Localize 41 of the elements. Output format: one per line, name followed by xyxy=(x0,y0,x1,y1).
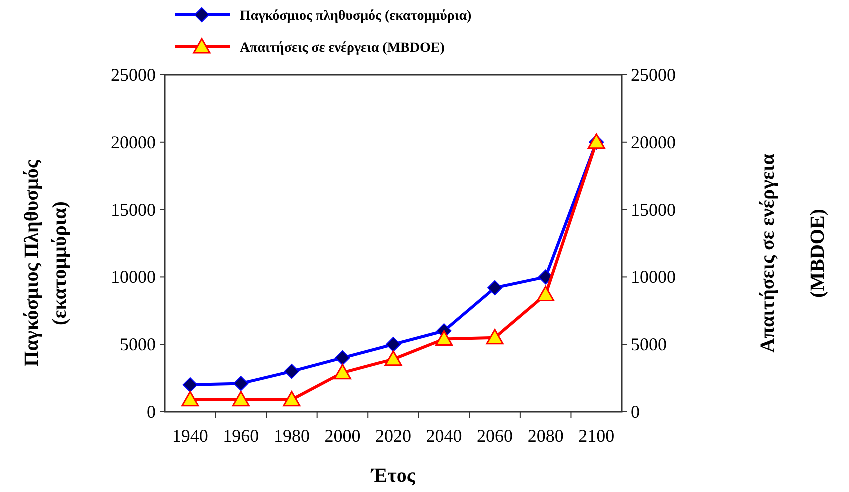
y-tick-label: 5000 xyxy=(120,334,156,355)
y2-tick-label: 0 xyxy=(631,402,640,422)
point xyxy=(283,391,301,407)
x-axis-title: Έτος xyxy=(370,465,416,487)
point xyxy=(335,350,350,366)
y2-tick-label: 15000 xyxy=(631,200,676,220)
x-tick-label: 2080 xyxy=(528,426,564,446)
x-tick-label: 2000 xyxy=(324,426,361,446)
point xyxy=(232,391,250,407)
y2-tick-label: 25000 xyxy=(631,65,676,85)
point xyxy=(384,350,402,366)
y2-tick-label: 10000 xyxy=(631,267,676,288)
y2-tick-label: 20000 xyxy=(631,132,676,152)
y-tick-label: 15000 xyxy=(111,200,156,220)
point xyxy=(486,329,504,345)
legend-label: Απαιτήσεις σε ενέργεια (MBDOE) xyxy=(240,41,446,56)
x-tick-label: 1980 xyxy=(274,426,310,446)
point xyxy=(386,337,401,352)
point xyxy=(284,364,300,380)
y-axis-title: Παγκόσμιος Πληθυσμός (εκατομμύρια) xyxy=(21,160,71,367)
legend-label: Παγκόσμιος πληθυσμός (εκατομμύρια) xyxy=(240,9,472,24)
x-tick-label: 1940 xyxy=(172,426,208,446)
x-tick-label: 1960 xyxy=(223,426,260,446)
point xyxy=(234,376,249,392)
y-tick-label: 25000 xyxy=(111,65,156,85)
y-tick-label: 0 xyxy=(147,402,156,422)
x-tick-label: 2100 xyxy=(578,426,615,446)
point xyxy=(538,270,554,285)
y-tick-label: 10000 xyxy=(111,267,156,288)
x-tick-label: 2040 xyxy=(426,426,462,446)
x-tick-label: 2060 xyxy=(477,426,514,446)
point xyxy=(182,391,200,407)
point xyxy=(488,280,503,296)
x-tick-label: 2020 xyxy=(376,426,412,446)
y2-tick-label: 5000 xyxy=(631,334,667,355)
point xyxy=(334,364,352,380)
point xyxy=(436,330,454,346)
point xyxy=(182,378,198,393)
text: Απαιτήσεις σε ενέργεια (MBDOE) xyxy=(757,154,829,353)
y-tick-label: 20000 xyxy=(111,132,156,152)
point xyxy=(537,286,555,302)
